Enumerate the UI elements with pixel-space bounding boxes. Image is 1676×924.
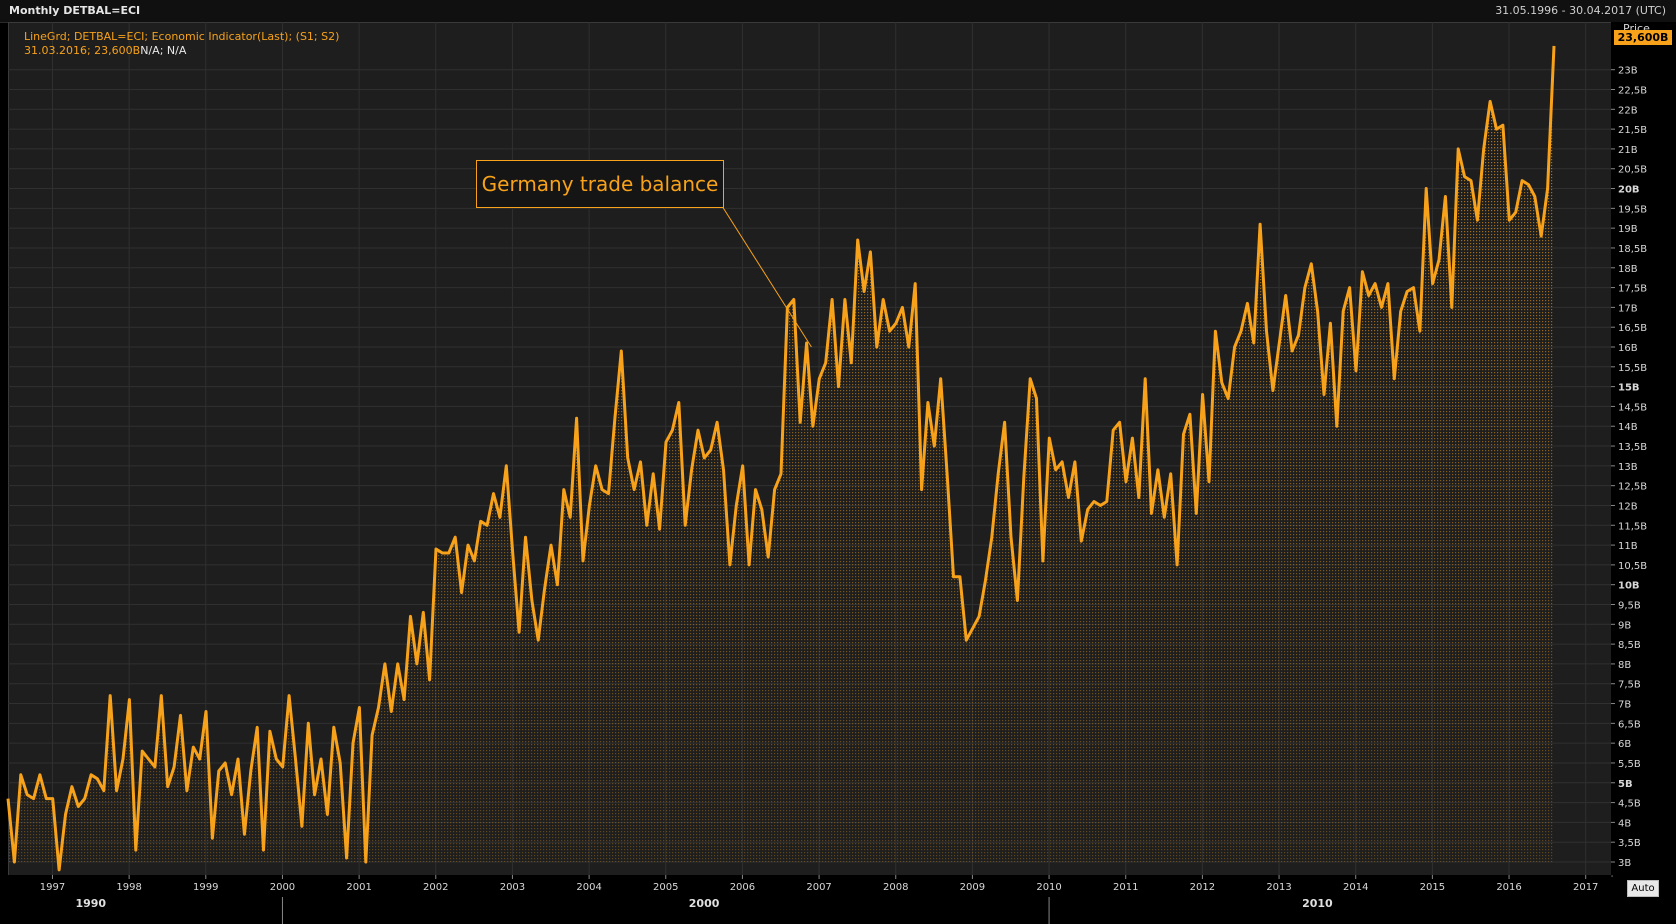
- legend-line-2: 31.03.2016; 23,600BN/A; N/A: [24, 44, 339, 58]
- y-tick-label: 14,5B: [1618, 402, 1647, 413]
- x-tick-label: 2011: [1113, 882, 1138, 893]
- y-tick-label: 8,5B: [1618, 640, 1641, 651]
- x-tick-label: 2010: [1036, 882, 1061, 893]
- y-tick-label: 21B: [1618, 145, 1638, 156]
- y-tick-label: 20,5B: [1618, 165, 1647, 176]
- last-price-badge: 23,600B: [1614, 30, 1672, 45]
- decade-label: 2000: [689, 897, 720, 910]
- y-tick-label: 5,5B: [1618, 759, 1641, 770]
- y-tick-label: 7B: [1618, 700, 1631, 711]
- chart-title: Monthly DETBAL=ECI: [9, 4, 141, 17]
- y-tick-label: 6,5B: [1618, 719, 1641, 730]
- y-tick-label: 16B: [1618, 343, 1638, 354]
- legend-date-value: 31.03.2016; 23,600B: [24, 44, 141, 57]
- x-tick-label: 2002: [423, 882, 448, 893]
- legend-line-1: LineGrd; DETBAL=ECI; Economic Indicator(…: [24, 30, 340, 43]
- legend-na: N/A; N/A: [140, 44, 187, 57]
- price-axis[interactable]: [1611, 22, 1676, 875]
- x-tick-label: 2003: [500, 882, 525, 893]
- x-tick-label: 2015: [1420, 882, 1445, 893]
- y-tick-label: 11B: [1618, 541, 1638, 552]
- y-tick-label: 12,5B: [1618, 482, 1647, 493]
- y-tick-label: 3,5B: [1618, 838, 1641, 849]
- x-tick-label: 1999: [193, 882, 218, 893]
- x-tick-label: 1998: [116, 882, 141, 893]
- annotation-callout[interactable]: Germany trade balance: [476, 160, 724, 208]
- date-range[interactable]: 31.05.1996 - 30.04.2017 (UTC): [1495, 4, 1666, 17]
- y-tick-label: 9B: [1618, 620, 1631, 631]
- y-tick-label: 17,5B: [1618, 284, 1647, 295]
- y-tick-label: 13,5B: [1618, 442, 1647, 453]
- x-tick-label: 2000: [270, 882, 295, 893]
- y-tick-label: 7,5B: [1618, 680, 1641, 691]
- y-tick-label: 17B: [1618, 303, 1638, 314]
- y-tick-label: 22B: [1618, 105, 1638, 116]
- x-tick-label: 2014: [1343, 882, 1368, 893]
- y-tick-label: 18,5B: [1618, 244, 1647, 255]
- y-tick-label: 3B: [1618, 858, 1631, 869]
- decade-label: 1990: [75, 897, 106, 910]
- series-legend: LineGrd; DETBAL=ECI; Economic Indicator(…: [24, 30, 339, 58]
- y-tick-label: 20B: [1618, 185, 1640, 196]
- time-axis[interactable]: [8, 875, 1611, 924]
- y-tick-label: 14B: [1618, 422, 1638, 433]
- y-tick-label: 18B: [1618, 264, 1638, 275]
- x-tick-label: 2013: [1266, 882, 1291, 893]
- y-tick-label: 5B: [1618, 779, 1633, 790]
- y-tick-label: 10B: [1618, 581, 1640, 592]
- x-tick-label: 2012: [1190, 882, 1215, 893]
- y-tick-label: 8B: [1618, 660, 1631, 671]
- auto-scale-button[interactable]: Auto: [1627, 880, 1659, 897]
- y-tick-label: 15,5B: [1618, 363, 1647, 374]
- y-tick-label: 16,5B: [1618, 323, 1647, 334]
- y-tick-label: 11,5B: [1618, 521, 1647, 532]
- x-tick-label: 2005: [653, 882, 678, 893]
- series-line: [6, 45, 1556, 872]
- y-tick-label: 19,5B: [1618, 204, 1647, 215]
- series-area-fill: [8, 45, 1554, 870]
- x-tick-label: 2009: [960, 882, 985, 893]
- annotation-leader: [721, 205, 812, 348]
- y-tick-label: 4,5B: [1618, 799, 1641, 810]
- y-tick-label: 21,5B: [1618, 125, 1647, 136]
- y-tick-label: 19B: [1618, 224, 1638, 235]
- x-tick-label: 2007: [806, 882, 831, 893]
- y-tick-label: 9,5B: [1618, 601, 1641, 612]
- x-tick-label: 2008: [883, 882, 908, 893]
- y-tick-label: 6B: [1618, 739, 1631, 750]
- x-tick-label: 2016: [1496, 882, 1521, 893]
- y-tick-label: 22,5B: [1618, 86, 1647, 97]
- y-tick-label: 12B: [1618, 501, 1638, 512]
- y-tick-label: 10,5B: [1618, 561, 1647, 572]
- y-tick-label: 15B: [1618, 383, 1640, 394]
- y-tick-label: 13B: [1618, 462, 1638, 473]
- x-tick-label: 2004: [576, 882, 601, 893]
- x-tick-label: 1997: [40, 882, 65, 893]
- x-tick-label: 2006: [730, 882, 755, 893]
- x-tick-label: 2017: [1573, 882, 1598, 893]
- y-tick-label: 4B: [1618, 818, 1631, 829]
- y-tick-label: 23B: [1618, 66, 1638, 77]
- x-tick-label: 2001: [346, 882, 371, 893]
- decade-label: 2010: [1302, 897, 1333, 910]
